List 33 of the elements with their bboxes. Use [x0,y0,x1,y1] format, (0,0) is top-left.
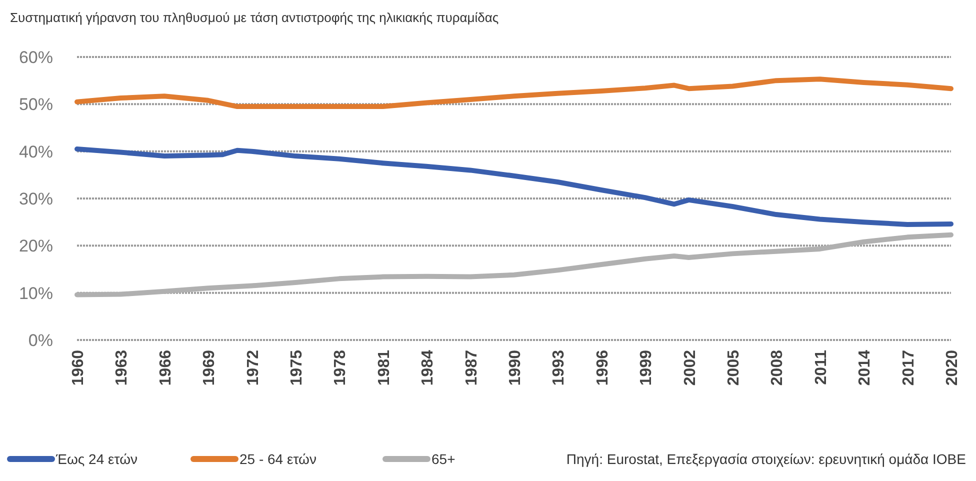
x-tick-label: 1969 [201,350,218,386]
text: Πηγή: Eurostat, Επεξεργασία στοιχείων: ερευνητική ομάδα ΙΟΒΕ [566,451,966,467]
x-tick-label: 1978 [332,350,350,386]
x-tick-label: 2020 [944,350,961,386]
x-tick-label: 1987 [463,350,480,386]
x-tick-label: 2014 [856,350,874,386]
y-tick-label: 30% [18,190,53,208]
y-tick-label: 40% [18,142,53,162]
y-tick-label: 20% [18,236,53,256]
x-tick-label: 1981 [376,350,393,386]
legend-label: 25 - 64 ετών [240,451,316,467]
legend-label: 65+ [432,451,456,467]
y-tick-label: 0% [28,331,53,350]
chart-title: Συστηματική γήρανση του πληθυσμού με τάση αντιστροφής της ηλικιακής πυραμίδας [10,10,499,25]
x-tick-label: 1966 [157,350,174,386]
x-tick-label: 1990 [507,350,524,386]
x-tick-label: 2017 [900,350,918,386]
x-tick-label: 1984 [420,350,437,386]
y-tick-label: 10% [18,284,53,303]
x-tick-label: 1975 [288,350,306,386]
x-tick-label: 1996 [594,350,612,386]
y-tick-label: 50% [18,95,53,114]
x-tick-label: 1972 [244,350,262,386]
x-tick-label: 2011 [812,350,830,385]
x-tick-label: 2005 [726,350,742,386]
x-tick-label: 1993 [550,350,568,386]
x-tick-label: 1999 [638,350,656,386]
x-tick-label: 2002 [682,350,699,386]
x-tick-label: 1963 [114,350,131,386]
x-tick-label: 1960 [70,350,87,386]
y-tick-label: 60% [18,48,53,67]
legend-label: Έως 24 ετών [55,451,138,467]
x-tick-label: 2008 [769,350,786,386]
